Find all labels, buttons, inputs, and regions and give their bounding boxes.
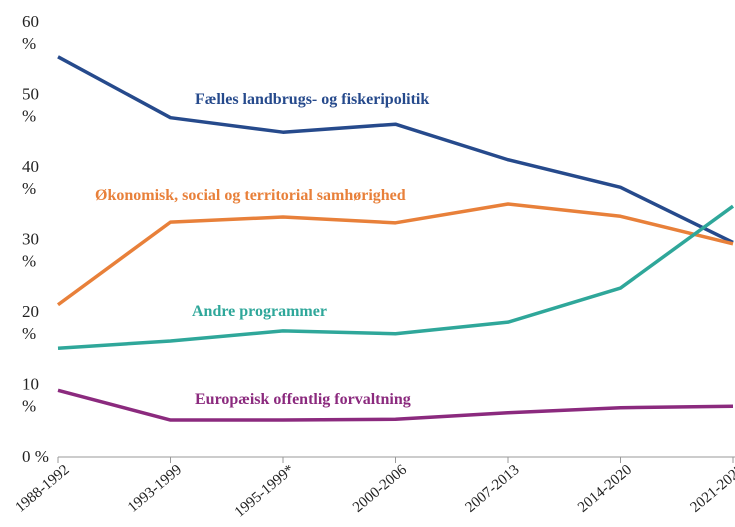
- line: [57, 55, 734, 244]
- line: [56, 202, 734, 307]
- y-tick-label: 50%: [22, 85, 39, 126]
- y-tick-label: 60%: [22, 12, 39, 53]
- x-tick-label: 1993-1999: [125, 462, 185, 516]
- line: [57, 204, 735, 350]
- y-tick-label: 10%: [22, 375, 39, 416]
- series-label: Andre programmer: [192, 303, 327, 320]
- y-tick-label: 20%: [22, 302, 39, 343]
- series-label: Fælles landbrugs- og fiskeripolitik: [195, 91, 429, 108]
- series-label: Økonomisk, social og territorial samhøri…: [95, 187, 406, 204]
- y-tick-label: 0 %: [22, 447, 49, 466]
- x-tick-label: 2000-2006: [350, 461, 410, 515]
- x-tick-label: 2007-2013: [462, 462, 522, 516]
- y-tick-label: 40%: [22, 157, 39, 198]
- series-label: Europæisk offentlig forvaltning: [195, 391, 411, 408]
- y-tick-label: 30%: [22, 230, 39, 271]
- x-tick-label: 2014-2020: [575, 462, 635, 516]
- x-tick-label: 1988-1992: [12, 462, 72, 516]
- x-tick-label: 1995-1999*: [232, 462, 298, 521]
- x-tick-label: 2021-2027: [687, 461, 735, 515]
- line: [57, 388, 734, 422]
